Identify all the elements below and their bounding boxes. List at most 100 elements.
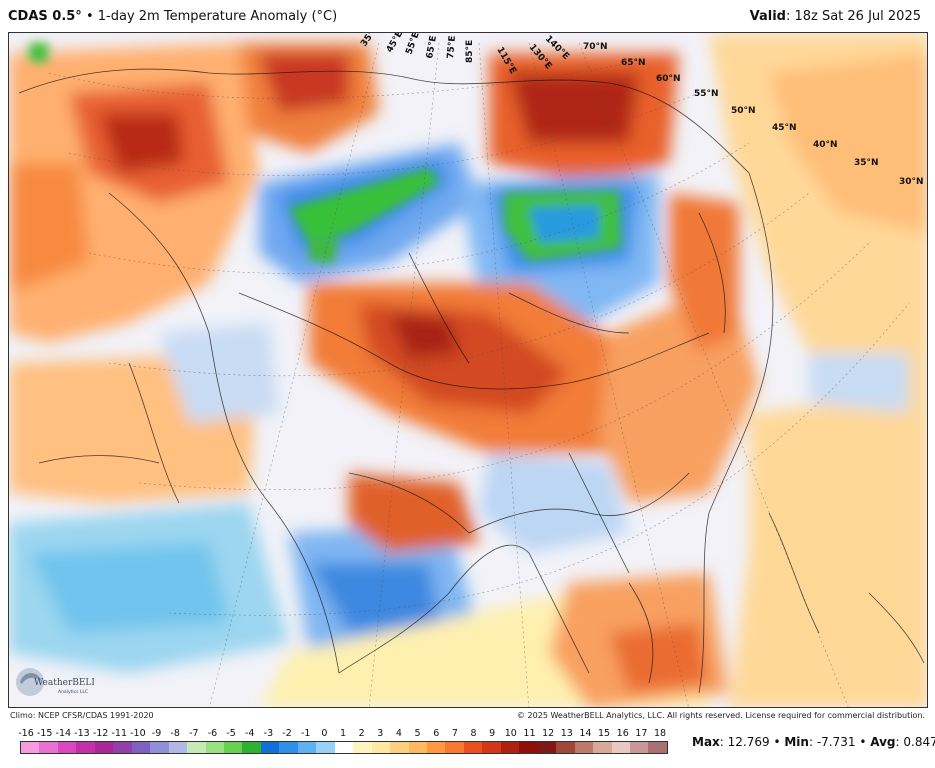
model-name: CDAS 0.5° [8, 9, 82, 24]
colorbar-cell [426, 742, 446, 753]
min-value: -7.731 [816, 735, 856, 749]
lat-label-55: 55°N [694, 89, 719, 99]
colorbar-cell [593, 742, 612, 753]
colorbar-tick-label: -6 [207, 728, 218, 739]
colorbar-cell [131, 742, 151, 753]
colorbar-cell [390, 742, 409, 753]
colorbar-cell [187, 742, 206, 753]
colorbar-cell [316, 742, 335, 753]
lon-label-85: 85°E [465, 40, 475, 63]
logo-text: WeatherBELL [34, 678, 94, 688]
colorbar-tick-label: 0 [321, 728, 328, 739]
colorbar-cell [297, 742, 317, 753]
colorbar-tick-label: -9 [151, 728, 162, 739]
colorbar-tick-label: 13 [560, 728, 573, 739]
strong-anomalies [29, 43, 621, 263]
colorbar-cell [371, 742, 391, 753]
colorbar-cell [537, 742, 557, 753]
colorbar-tick-label: -14 [55, 728, 72, 739]
colorbar-tick-label: -15 [36, 728, 53, 739]
colorbar-cell [463, 742, 483, 753]
colorbar-tick-label: -13 [74, 728, 90, 739]
latitude-labels: 70°N 65°N 60°N 55°N 50°N 45°N 40°N 35°N … [583, 42, 924, 187]
colorbar-cell [408, 742, 427, 753]
colorbar-tick-label: 3 [377, 728, 384, 739]
colorbar-cell [353, 742, 372, 753]
colorbar-cell [500, 742, 520, 753]
colorbar-tick-label: -7 [189, 728, 199, 739]
colorbar-legend: -16 -15 -14 -13 -12 -11 -10 -9 -8 -7 -6 -5 -4 -3 -2 -1 0… [18, 728, 670, 768]
lon-label-65: 65°E [425, 35, 439, 60]
avg-label: Avg [870, 735, 896, 749]
product-name: 1-day 2m Temperature Anomaly (°C) [97, 9, 338, 24]
colorbar-tick-label: 12 [542, 728, 555, 739]
colorbar-tick-label: 17 [635, 728, 648, 739]
colorbar-tick-label: 6 [433, 728, 440, 739]
colorbar-cell [334, 742, 354, 753]
avg-value: 0.847 [903, 735, 935, 749]
colorbar-cell [39, 742, 58, 753]
lon-label-75: 75°E [446, 35, 458, 59]
colorbar-cell [574, 742, 594, 753]
stats-readout: Max: 12.769 • Min: -7.731 • Avg: 0.847 [692, 735, 935, 749]
colorbar-strip [20, 741, 668, 754]
colorbar-tick-label: -16 [18, 728, 34, 739]
graticule [48, 42, 910, 707]
colorbar-tick-label: -2 [282, 728, 292, 739]
lat-label-70: 70°N [583, 42, 608, 52]
colorbar-cell [648, 742, 667, 753]
colorbar-tick-label: 14 [579, 728, 592, 739]
colorbar-cell [21, 742, 40, 753]
anomaly-field [9, 33, 927, 707]
lat-label-40: 40°N [813, 140, 838, 150]
lat-label-50: 50°N [731, 106, 756, 116]
valid-value: 18z Sat 26 Jul 2025 [794, 9, 921, 24]
colorbar-cell [113, 742, 132, 753]
lat-label-45: 45°N [772, 123, 797, 133]
weatherbell-logo-graphic: WeatherBELL Analytics LLC [16, 668, 97, 696]
colorbar-tick-label: 2 [358, 728, 365, 739]
colorbar-cell [168, 742, 188, 753]
colorbar-tick-label: 4 [395, 728, 402, 739]
colorbar-tick-label: 7 [451, 728, 458, 739]
colorbar-cell [223, 742, 243, 753]
lat-label-60: 60°N [656, 74, 681, 84]
colorbar-tick-label: 10 [504, 728, 517, 739]
logo-subtext: Analytics LLC [58, 689, 88, 695]
colorbar-tick-label: 16 [616, 728, 629, 739]
colorbar-tick-label: -11 [111, 728, 127, 739]
colorbar-labels: -16 -15 -14 -13 -12 -11 -10 -9 -8 -7 -6 -5 -4 -3 -2 -1 0… [18, 728, 670, 740]
colorbar-tick-label: 8 [470, 728, 477, 739]
valid-label: Valid [749, 9, 786, 24]
colorbar-tick-label: 5 [414, 728, 421, 739]
colorbar-tick-label: -8 [170, 728, 180, 739]
colorbar-cell [94, 742, 114, 753]
max-value: 12.769 [727, 735, 770, 749]
lat-label-65: 65°N [621, 58, 646, 68]
lat-label-30: 30°N [899, 177, 924, 187]
colorbar-tick-label: 1 [339, 728, 347, 739]
map-canvas: 70°N 65°N 60°N 55°N 50°N 45°N 40°N 35°N … [9, 33, 927, 707]
colorbar-cell [445, 742, 464, 753]
map-title: CDAS 0.5° • 1-day 2m Temperature Anomaly… [8, 9, 337, 24]
colorbar-tick-label: -4 [245, 728, 255, 739]
colorbar-cell [279, 742, 298, 753]
temperature-anomaly-map: 70°N 65°N 60°N 55°N 50°N 45°N 40°N 35°N … [8, 32, 928, 708]
colorbar-tick-label: -5 [226, 728, 236, 739]
header: CDAS 0.5° • 1-day 2m Temperature Anomaly… [0, 0, 935, 32]
colorbar-cell [629, 742, 649, 753]
colorbar-cell [57, 742, 77, 753]
colorbar-cell [482, 742, 501, 753]
colorbar-tick-label: 18 [653, 728, 667, 739]
colorbar-cell [519, 742, 538, 753]
colorbar-tick-label: 9 [489, 728, 496, 739]
colorbar-tick-label: 15 [598, 728, 611, 739]
colorbar-tick-label: -3 [263, 728, 274, 739]
borders [18, 68, 925, 694]
colorbar-tick-label: -10 [130, 728, 146, 739]
lat-label-35: 35°N [854, 158, 879, 168]
colorbar-tick-label: 11 [523, 728, 536, 739]
colorbar-cell [556, 742, 575, 753]
valid-time: Valid: 18z Sat 26 Jul 2025 [749, 9, 921, 24]
colorbar-cell [76, 742, 95, 753]
